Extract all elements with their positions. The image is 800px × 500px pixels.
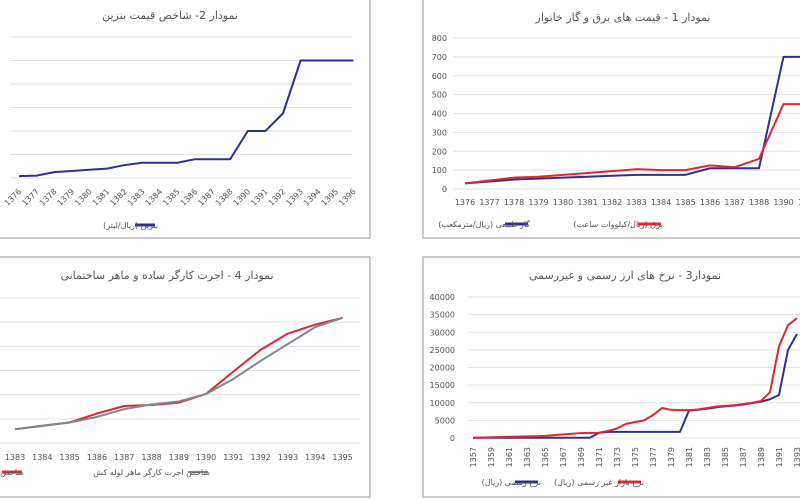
x-tick-label: 1361 [505,447,514,467]
x-tick-label: 1365 [541,447,550,467]
x-tick-label: 1390 [196,453,216,462]
legend-label: شاخص مزد یک روز کارگر ساده ساختمانی [0,467,24,477]
chart-title: نمودار 1 - قیمت های برق و گاز خانوار [535,11,711,24]
y-tick-label: 0 [442,185,447,194]
y-tick-label: 25000 [430,346,455,355]
y-tick-label: 35000 [430,311,455,320]
x-tick-label: 1395 [332,453,352,462]
y-tick-label: 0 [450,434,455,443]
x-tick-label: 1367 [559,447,568,467]
chart-energy: نمودار 1 - قیمت های برق و گاز خانوار 0 10… [422,0,800,239]
x-tick-label: 1389 [757,447,766,467]
x-tick-label: 1363 [523,447,532,467]
x-tick-label: 1381 [685,447,694,467]
y-tick-label: 500 [432,91,447,100]
y-tick-label: 10000 [430,399,455,408]
y-tick-label: 800 [432,34,447,43]
x-tick-label: 1379 [667,447,676,467]
chart-petrol: نمودار 2- شاخص قیمت بنزین 13761377137813… [0,0,371,239]
x-tick-label: 1378 [504,198,524,207]
x-tick-label: 1392 [251,453,271,462]
x-tick-label: 1383 [703,447,712,467]
x-tick-label: 1383 [626,198,646,207]
x-tick-label: 1377 [479,198,499,207]
x-tick-label: 1369 [577,447,586,467]
y-tick-label: 5000 [435,416,455,425]
x-tick-label: 1381 [577,198,597,207]
chart-frame [422,0,800,239]
x-tick-label: 1385 [721,447,730,467]
y-tick-label: 20000 [430,364,455,373]
x-tick-label: 1391 [223,453,243,462]
chart-frame [0,256,371,498]
x-tick-label: 1382 [602,198,622,207]
y-tick-label: 40000 [430,293,455,302]
legend-label: برق (ریال/کیلووات ساعت) [573,220,663,229]
chart-title: نمودار3 - نرخ های ارز رسمی و غیررسمی [529,269,721,282]
chart-fx: نمودار3 - نرخ های ارز رسمی و غیررسمی 0 50… [422,256,800,498]
x-tick-label: 1394 [305,453,325,462]
x-tick-label: 1386 [700,198,720,207]
x-tick-label: 1387 [739,447,748,467]
x-tick-label: 1373 [613,447,622,467]
x-tick-label: 1384 [651,198,671,207]
x-tick-label: 1387 [114,453,134,462]
x-tick-label: 1379 [528,198,548,207]
x-tick-label: 1359 [487,447,496,467]
y-tick-label: 700 [432,53,447,62]
x-tick-label: 1384 [32,453,52,462]
chart-title: نمودار 2- شاخص قیمت بنزین [102,9,238,22]
x-tick-label: 1375 [631,447,640,467]
x-tick-label: 1393 [793,447,800,467]
legend-label: شاخص اجرت کارگر ماهر لوله کش [93,467,210,477]
x-tick-label: 1391 [798,198,800,207]
x-tick-label: 1388 [141,453,161,462]
y-tick-label: 30000 [430,328,455,337]
legend-label: نرخ بازار غیر رسمی (ریال) [554,478,644,487]
legend-label: بنزین (ریال/لیتر) [103,221,158,230]
x-tick-label: 1393 [278,453,298,462]
legend-label: نرخ رسمی (ریال) [482,478,541,487]
x-tick-label: 1385 [675,198,695,207]
x-tick-label: 1383 [5,453,25,462]
x-tick-label: 1390 [773,198,793,207]
series-line-0 [18,59,354,178]
legend-label: گاز طبیعی (ریال/مترمکعب) [438,219,530,229]
x-tick-label: 1385 [59,453,79,462]
x-tick-label: 1386 [87,453,107,462]
y-tick-label: 600 [432,72,447,81]
chart-frame [0,0,371,239]
x-tick-label: 1377 [649,447,658,467]
y-tick-label: 15000 [430,381,455,390]
x-tick-label: 1371 [595,447,604,467]
chart-wages: نمودار 4 - اجرت کارگر ساده و ماهر ساختما… [0,256,371,498]
x-tick-label: 1380 [553,198,573,207]
x-tick-label: 1391 [775,447,784,467]
x-tick-label: 1388 [749,198,769,207]
x-tick-label: 1389 [169,453,189,462]
y-tick-label: 300 [432,128,447,137]
y-tick-label: 400 [432,110,447,119]
y-tick-label: 200 [432,147,447,156]
x-tick-label: 1357 [469,447,478,467]
x-tick-label: 1376 [455,198,475,207]
chart-title: نمودار 4 - اجرت کارگر ساده و ماهر ساختما… [60,269,273,282]
x-tick-label: 1387 [724,198,744,207]
y-tick-label: 100 [432,166,447,175]
